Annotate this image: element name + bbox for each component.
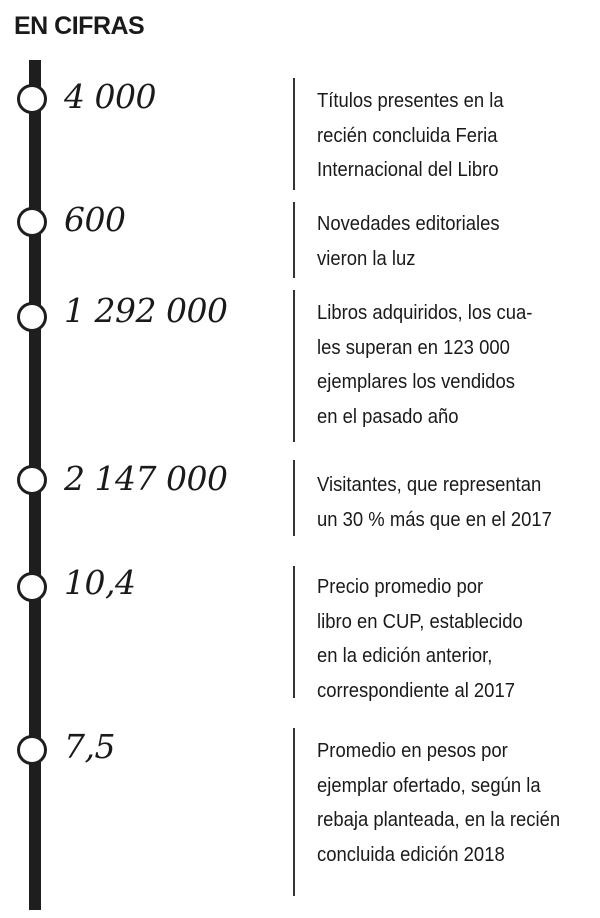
description-line: Libros adquiridos, los cua- xyxy=(317,301,533,324)
figure-description: Precio promedio por libro en CUP, establ… xyxy=(317,570,565,708)
divider xyxy=(293,78,295,190)
timeline-node xyxy=(17,735,47,765)
description-line: Precio promedio por xyxy=(317,575,484,598)
description-line: libro en CUP, establecido xyxy=(317,609,523,633)
divider xyxy=(293,290,295,442)
description-line: les superan en 123 000 xyxy=(317,335,510,359)
figure-description: Visitantes, que representan un 30 % más … xyxy=(317,468,565,537)
timeline-node xyxy=(17,572,47,602)
description-line: Visitantes, que representan xyxy=(317,473,542,496)
description-line: ejemplar ofertado, según la xyxy=(317,773,541,797)
figure-number: 4 000 xyxy=(64,77,156,116)
description-line: Novedades editoriales xyxy=(317,212,500,235)
timeline-node xyxy=(17,84,47,114)
description-line: Promedio en pesos por xyxy=(317,739,508,762)
description-line: correspondiente al 2017 xyxy=(317,678,515,702)
timeline-node xyxy=(17,207,47,237)
description-line: rebaja planteada, en la recién xyxy=(317,808,561,831)
description-line: Internacional del Libro xyxy=(317,158,499,181)
divider xyxy=(293,202,295,278)
description-line: en el pasado año xyxy=(317,404,459,428)
divider xyxy=(293,566,295,698)
description-line: recién concluida Feria xyxy=(317,123,498,147)
divider xyxy=(293,728,295,896)
timeline-node xyxy=(17,302,47,332)
figure-number: 1 292 000 xyxy=(64,291,228,330)
figure-number: 7,5 xyxy=(64,727,115,766)
figure-number: 2 147 000 xyxy=(64,459,228,498)
description-line: en la edición anterior, xyxy=(317,644,493,667)
figure-description: Títulos presentes en la recién concluida… xyxy=(317,84,565,188)
description-line: vieron la luz xyxy=(317,246,416,270)
section-title: EN CIFRAS xyxy=(14,12,145,40)
figure-number: 10,4 xyxy=(64,563,136,602)
description-line: ejemplares los vendidos xyxy=(317,370,515,393)
description-line: Títulos presentes en la xyxy=(317,89,504,112)
figure-description: Libros adquiridos, los cua- les superan … xyxy=(317,296,565,434)
divider xyxy=(293,460,295,536)
description-line: concluida edición 2018 xyxy=(317,842,505,866)
timeline-node xyxy=(17,465,47,495)
description-line: un 30 % más que en el 2017 xyxy=(317,507,552,531)
figure-description: Promedio en pesos por ejemplar ofertado,… xyxy=(317,734,565,872)
figure-description: Novedades editoriales vieron la luz xyxy=(317,207,565,276)
figure-number: 600 xyxy=(64,200,126,239)
